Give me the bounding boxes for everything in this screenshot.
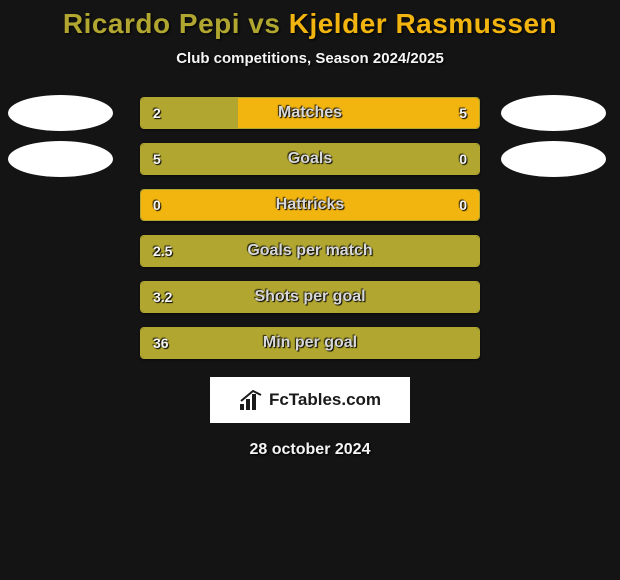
value-left: 5 xyxy=(153,151,161,167)
stat-row: 2.5 Goals per match xyxy=(140,235,480,267)
player1-badge xyxy=(8,141,113,177)
stat-label: Shots per goal xyxy=(254,288,365,306)
stat-label: Matches xyxy=(278,104,342,122)
stat-row: 0 0 Hattricks xyxy=(140,189,480,221)
stat-row: 5 0 Goals xyxy=(140,143,480,175)
vs-text: vs xyxy=(240,8,289,39)
page-title: Ricardo Pepi vs Kjelder Rasmussen xyxy=(0,8,620,40)
value-right: 0 xyxy=(459,197,467,213)
player2-badge xyxy=(501,95,606,131)
stats-rows: 2 5 Matches 5 0 Goals 0 0 Hattricks 2.5 Goals per … xyxy=(0,97,620,359)
stat-label: Min per goal xyxy=(263,334,357,352)
logo-icon xyxy=(239,389,265,411)
player1-name: Ricardo Pepi xyxy=(63,8,240,39)
logo-text: FcTables.com xyxy=(269,390,381,410)
stat-row: 36 Min per goal xyxy=(140,327,480,359)
value-left: 0 xyxy=(153,197,161,213)
comparison-card: Ricardo Pepi vs Kjelder Rasmussen Club c… xyxy=(0,0,620,580)
value-left: 36 xyxy=(153,335,169,351)
date-text: 28 october 2024 xyxy=(0,441,620,459)
value-left: 2.5 xyxy=(153,243,172,259)
value-left: 2 xyxy=(153,105,161,121)
bar-right xyxy=(238,98,479,128)
value-right: 0 xyxy=(459,151,467,167)
subtitle: Club competitions, Season 2024/2025 xyxy=(0,50,620,67)
stat-row: 3.2 Shots per goal xyxy=(140,281,480,313)
stat-label: Hattricks xyxy=(276,196,344,214)
fctables-logo: FcTables.com xyxy=(210,377,410,423)
stat-row: 2 5 Matches xyxy=(140,97,480,129)
value-left: 3.2 xyxy=(153,289,172,305)
value-right: 5 xyxy=(459,105,467,121)
player2-name: Kjelder Rasmussen xyxy=(289,8,557,39)
stat-label: Goals per match xyxy=(247,242,372,260)
player2-badge xyxy=(501,141,606,177)
player1-badge xyxy=(8,95,113,131)
stat-label: Goals xyxy=(288,150,332,168)
